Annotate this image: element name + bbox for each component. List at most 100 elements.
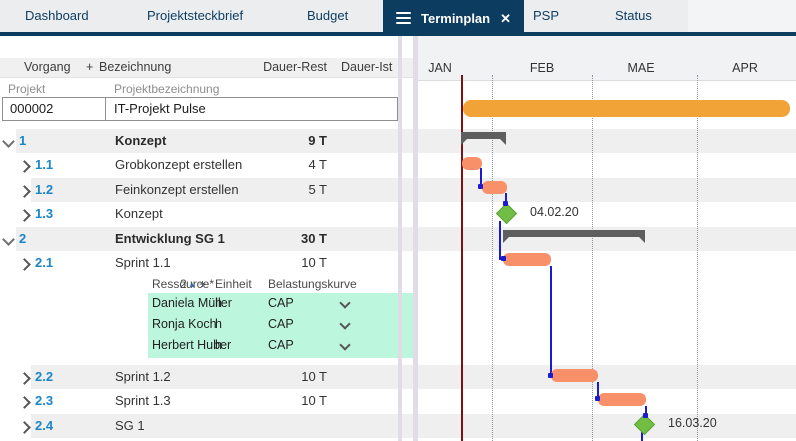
resource-row[interactable]: Ronja Koch h CAP bbox=[148, 313, 413, 335]
chevron-right-icon[interactable] bbox=[18, 420, 31, 434]
dependency-connector bbox=[597, 382, 599, 399]
resource-curve-value[interactable]: CAP bbox=[268, 337, 294, 352]
task-name: Konzept bbox=[115, 132, 167, 148]
task-bar-1.2[interactable] bbox=[482, 181, 507, 194]
grid-column-header: Vorgang + Bezeichnung Dauer-Rest Dauer-I… bbox=[0, 58, 413, 78]
task-row-2.3[interactable]: 2.3 Sprint 1.3 10 T bbox=[0, 389, 413, 414]
resource-table-footer bbox=[148, 355, 413, 358]
task-id: 1 bbox=[19, 132, 27, 148]
add-resource-icon[interactable]: + bbox=[199, 276, 207, 291]
connector-dot bbox=[595, 396, 600, 401]
col-vorgang[interactable]: Vorgang bbox=[24, 60, 71, 74]
dependency-connector bbox=[499, 221, 501, 260]
task-row-2.1[interactable]: 2.1 Sprint 1.1 10 T bbox=[0, 251, 413, 276]
task-bar-2.3[interactable] bbox=[598, 393, 646, 406]
chevron-right-icon[interactable] bbox=[18, 184, 31, 198]
resource-curve-value[interactable]: CAP bbox=[268, 295, 294, 310]
project-summary-bar[interactable] bbox=[463, 100, 790, 117]
milestone-date-label: 04.02.20 bbox=[530, 205, 579, 219]
chevron-right-icon[interactable] bbox=[18, 371, 31, 385]
tab-psp[interactable]: PSP bbox=[533, 8, 560, 23]
task-id: 2 bbox=[19, 230, 27, 246]
task-name: Sprint 1.3 bbox=[115, 393, 171, 408]
col-belastungskurve[interactable]: Belastungskurve bbox=[268, 276, 357, 291]
dropdown-chevron-icon[interactable] bbox=[339, 296, 351, 309]
resource-name: Ronja Koch bbox=[152, 316, 217, 331]
resource-unit: h bbox=[215, 316, 222, 331]
task-bar-1.1[interactable] bbox=[462, 157, 482, 170]
task-row-1.3[interactable]: 1.3 Konzept bbox=[0, 202, 413, 227]
chevron-right-icon[interactable] bbox=[18, 258, 31, 271]
resource-row[interactable]: Herbert Huber h CAP bbox=[148, 334, 413, 356]
task-row-1.2[interactable]: 1.2 Feinkonzept erstellen 5 T bbox=[0, 177, 413, 202]
task-row-1.1[interactable]: 1.1 Grobkonzept erstellen 4 T bbox=[0, 153, 413, 178]
task-id: 2.1 bbox=[35, 255, 54, 270]
task-row-1[interactable]: 1 Konzept 9 T bbox=[0, 128, 413, 153]
gantt-row-stripe bbox=[418, 177, 796, 202]
col-bezeichnung[interactable]: Bezeichnung bbox=[99, 60, 172, 74]
col-ressource[interactable]: Ressource* bbox=[152, 276, 215, 291]
task-duration: 30 T bbox=[300, 230, 327, 246]
chevron-right-icon[interactable] bbox=[18, 160, 31, 173]
dependency-connector bbox=[505, 193, 507, 206]
month-label: FEB bbox=[529, 61, 555, 75]
dependency-connector bbox=[641, 432, 643, 441]
dependency-connector bbox=[645, 406, 647, 415]
task-row-2[interactable]: 2 Entwicklung SG 1 30 T bbox=[0, 226, 413, 251]
tab-terminplan[interactable]: Terminplan ✕ bbox=[383, 0, 525, 36]
resource-curve-value[interactable]: CAP bbox=[268, 316, 294, 331]
resource-unit: h bbox=[215, 295, 222, 310]
gantt-chart: JAN FEB MAE APR 04.02.20 16.03.20 bbox=[418, 36, 796, 441]
splitter-gantt[interactable] bbox=[413, 36, 418, 441]
tab-bar: Dashboard Projektsteckbrief Budget Terminpl… bbox=[0, 0, 796, 36]
month-gridline bbox=[592, 75, 593, 441]
resource-row[interactable]: Daniela Müller h CAP bbox=[148, 292, 413, 314]
tab-budget[interactable]: Budget bbox=[307, 8, 349, 23]
chevron-down-icon[interactable] bbox=[2, 134, 15, 148]
project-row: 000002 IT-Projekt Pulse bbox=[2, 97, 398, 121]
splitter-left[interactable] bbox=[398, 36, 402, 441]
resource-table-header: Ressource* 2 ▲ + Einheit Belastungskurve bbox=[0, 276, 413, 293]
sort-priority[interactable]: 2 bbox=[180, 276, 187, 291]
task-name: SG 1 bbox=[115, 417, 145, 433]
month-label: APR bbox=[732, 61, 758, 75]
col-dauer-rest[interactable]: Dauer-Rest bbox=[263, 60, 327, 74]
task-bar-2.2[interactable] bbox=[551, 369, 598, 382]
summary-bar-1[interactable] bbox=[461, 132, 506, 145]
project-name-field[interactable]: IT-Projekt Pulse bbox=[114, 101, 206, 116]
chevron-right-icon[interactable] bbox=[18, 209, 31, 222]
resource-name: Herbert Huber bbox=[152, 337, 232, 352]
col-einheit[interactable]: Einheit bbox=[215, 276, 252, 291]
tab-projektsteckbrief[interactable]: Projektsteckbrief bbox=[147, 8, 244, 23]
dropdown-chevron-icon[interactable] bbox=[339, 338, 351, 351]
month-gridline bbox=[697, 75, 698, 441]
row-shade bbox=[16, 226, 413, 251]
task-duration: 10 T bbox=[301, 393, 327, 408]
task-bar-2.1[interactable] bbox=[503, 253, 551, 266]
gantt-row-stripe bbox=[418, 364, 796, 389]
dependency-connector bbox=[550, 266, 552, 376]
close-icon[interactable]: ✕ bbox=[500, 10, 512, 26]
month-gridline bbox=[492, 75, 493, 441]
row-shade bbox=[31, 177, 413, 202]
task-row-2.2[interactable]: 2.2 Sprint 1.2 10 T bbox=[0, 364, 413, 389]
tab-dashboard[interactable]: Dashboard bbox=[25, 8, 89, 23]
gantt-timescale: JAN FEB MAE APR bbox=[418, 36, 796, 81]
summary-bar-2[interactable] bbox=[503, 230, 645, 243]
dropdown-chevron-icon[interactable] bbox=[339, 317, 351, 330]
today-line bbox=[461, 75, 463, 441]
menu-icon[interactable] bbox=[396, 12, 411, 24]
chevron-right-icon[interactable] bbox=[18, 396, 31, 409]
task-row-2.4[interactable]: 2.4 SG 1 bbox=[0, 413, 413, 438]
tab-status[interactable]: Status bbox=[615, 8, 652, 23]
sort-asc-icon[interactable]: ▲ bbox=[188, 279, 196, 289]
resource-unit: h bbox=[215, 337, 222, 352]
chevron-down-icon[interactable] bbox=[2, 232, 15, 246]
col-dauer-ist[interactable]: Dauer-Ist bbox=[341, 60, 393, 74]
add-column-icon[interactable]: + bbox=[86, 60, 94, 74]
project-id-label: Projekt bbox=[8, 82, 46, 96]
task-duration: 5 T bbox=[308, 181, 327, 197]
project-id-field[interactable]: 000002 bbox=[3, 98, 106, 120]
connector-dot bbox=[501, 256, 506, 261]
